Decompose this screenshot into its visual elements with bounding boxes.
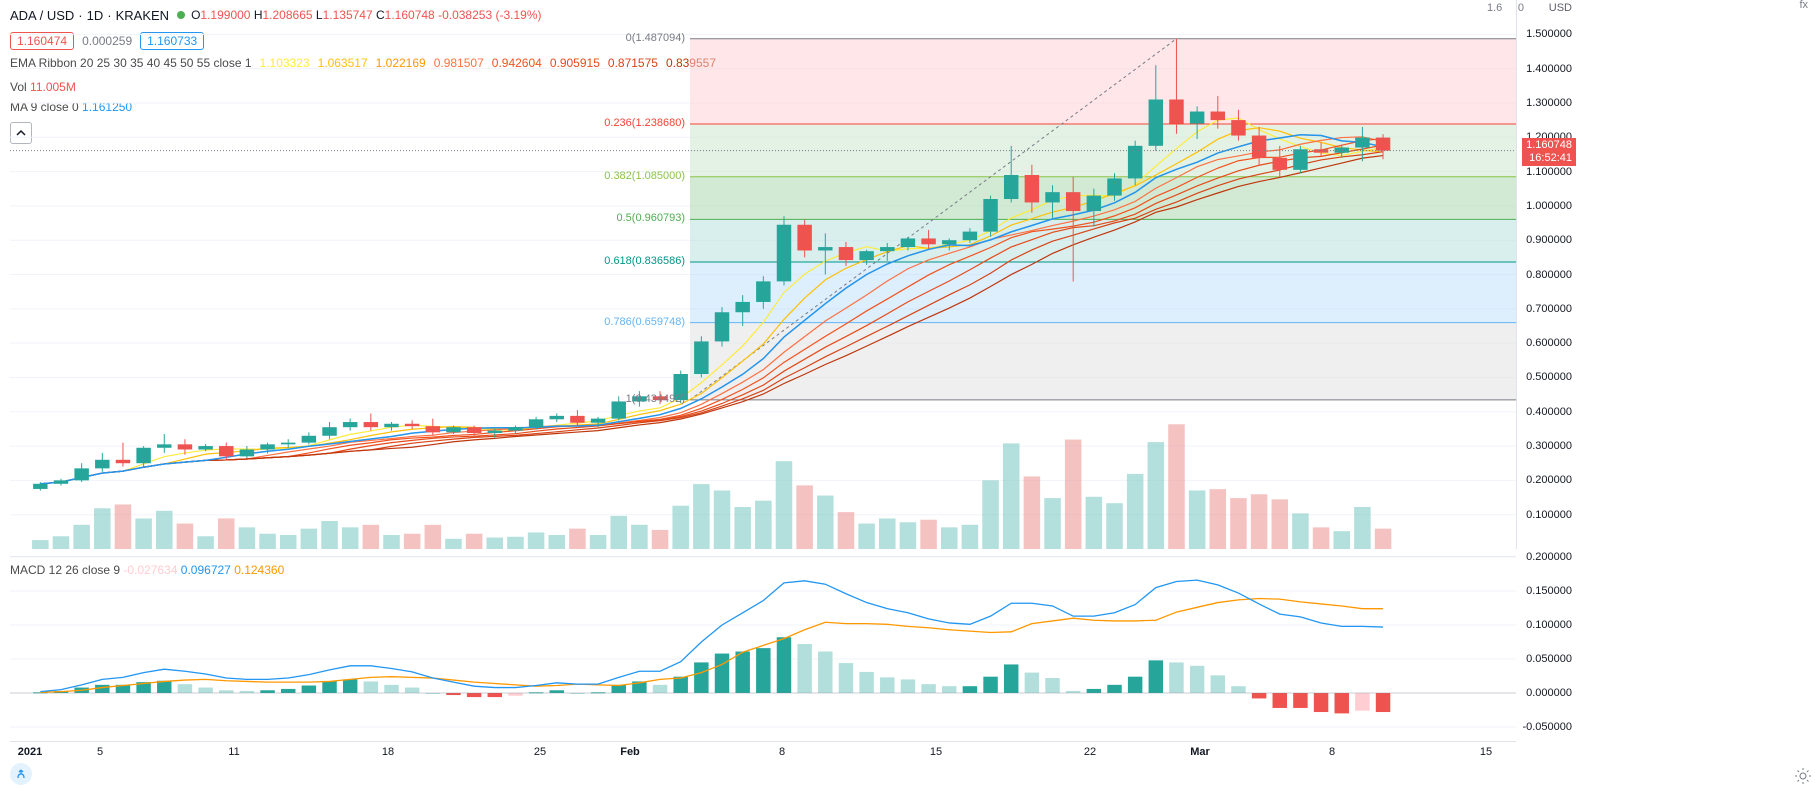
fx-label: fx [1799,0,1808,11]
time-tick: Feb [620,746,640,758]
time-tick: 8 [779,746,785,758]
time-tick: Mar [1190,746,1210,758]
fib-level-label: 0.618(0.836586) [580,255,685,267]
price-tick: 0.400000 [1526,406,1572,418]
time-tick: 5 [97,746,103,758]
fib-level-label: 0.5(0.960793) [580,212,685,224]
macd-tick: 0.200000 [1526,551,1572,563]
fib-level-label: 1(0.434492) [580,393,685,405]
macd-tick: 0.100000 [1526,619,1572,631]
price-tick: 0.500000 [1526,371,1572,383]
fib-level-label: 0.786(0.659748) [580,316,685,328]
macd-tick: -0.050000 [1522,721,1572,733]
macd-axis[interactable]: 0.2000000.1500000.1000000.0500000.000000… [1516,557,1576,727]
main-chart[interactable]: 0(1.487094) 0.236(1.238680) 0.382(1.085000… [10,0,1516,549]
fib-level-label: 0(1.487094) [580,32,685,44]
top-price: 1.6 [1487,2,1502,14]
time-tick: 2021 [18,746,42,758]
price-axis[interactable]: USD 1.6 0 fx 1.5000001.4000001.3000001.2… [1516,0,1576,549]
time-tick: 15 [1480,746,1492,758]
price-tick: 0.600000 [1526,337,1572,349]
price-tick: 1.500000 [1526,28,1572,40]
price-tick: 0.100000 [1526,509,1572,521]
price-tick: 0.200000 [1526,474,1572,486]
currency-label: USD [1549,2,1572,14]
price-tick: 1.000000 [1526,200,1572,212]
price-tick: 1.400000 [1526,63,1572,75]
macd-pane[interactable]: MACD 12 26 close 9 -0.027634 0.096727 0.… [10,556,1516,726]
fib-level-label: 0.236(1.238680) [580,117,685,129]
price-tick: 0.300000 [1526,440,1572,452]
publish-idea-icon[interactable] [10,763,32,785]
time-axis[interactable]: 2021 5 11 18 25 Feb 8 15 22 Mar 8 15 [10,741,1516,761]
settings-gear-icon[interactable] [1794,767,1812,785]
macd-tick: 0.000000 [1526,687,1572,699]
price-tick: 0.700000 [1526,303,1572,315]
price-tick: 0.800000 [1526,269,1572,281]
time-tick: 22 [1084,746,1096,758]
time-tick: 8 [1329,746,1335,758]
time-tick: 11 [228,746,239,758]
price-tick: 0.900000 [1526,234,1572,246]
macd-tick: 0.150000 [1526,585,1572,597]
macd-tick: 0.050000 [1526,653,1572,665]
fib-level-label: 0.382(1.085000) [580,170,685,182]
price-tick: 1.100000 [1526,166,1572,178]
current-price-badge: 1.160748 16:52:41 [1522,138,1576,166]
time-tick: 18 [382,746,394,758]
price-tick: 1.300000 [1526,97,1572,109]
time-tick: 15 [930,746,942,758]
time-tick: 25 [534,746,546,758]
